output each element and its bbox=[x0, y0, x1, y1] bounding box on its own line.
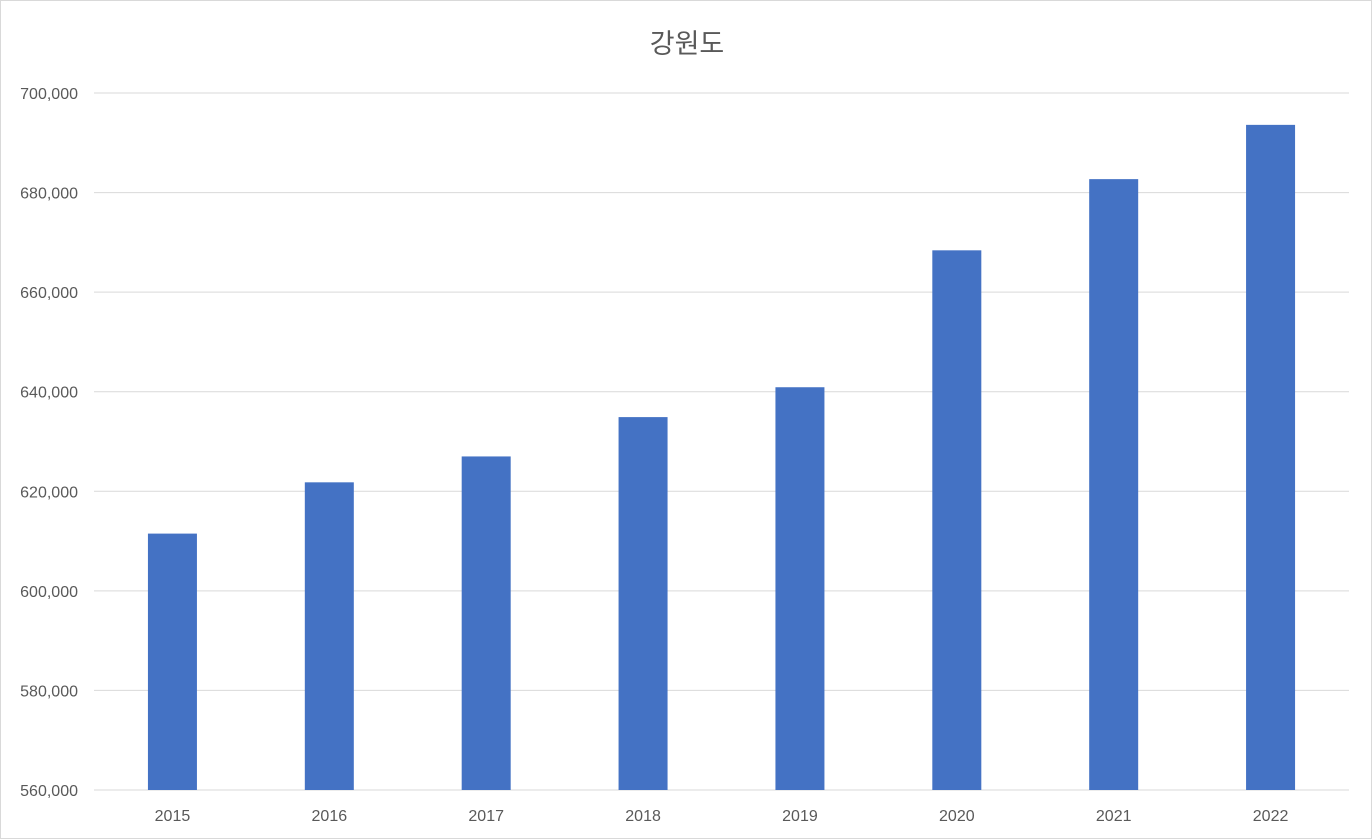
bar-2015 bbox=[147, 533, 197, 790]
bar-2019 bbox=[775, 387, 825, 790]
y-tick-label: 600,000 bbox=[20, 584, 78, 601]
x-tick-label: 2018 bbox=[625, 808, 661, 825]
y-tick-label: 560,000 bbox=[20, 783, 78, 800]
bar-2018 bbox=[618, 417, 668, 790]
x-tick-label: 2021 bbox=[1096, 808, 1132, 825]
gridlines bbox=[94, 92, 1349, 791]
x-tick-label: 2022 bbox=[1253, 808, 1289, 825]
chart-title: 강원도 bbox=[650, 29, 725, 60]
y-tick-label: 700,000 bbox=[20, 86, 78, 103]
bar-2022 bbox=[1246, 124, 1296, 790]
y-tick-label: 680,000 bbox=[20, 186, 78, 203]
y-tick-label: 640,000 bbox=[20, 385, 78, 402]
bar-2017 bbox=[461, 456, 511, 790]
x-tick-label: 2017 bbox=[468, 808, 504, 825]
y-tick-label: 620,000 bbox=[20, 484, 78, 501]
x-tick-label: 2015 bbox=[155, 808, 191, 825]
y-tick-label: 660,000 bbox=[20, 285, 78, 302]
bar-2020 bbox=[932, 250, 982, 790]
bar-2021 bbox=[1089, 179, 1139, 791]
x-tick-label: 2019 bbox=[782, 808, 818, 825]
bar-2016 bbox=[304, 482, 354, 790]
x-tick-label: 2016 bbox=[312, 808, 348, 825]
x-axis-ticks: 2015 2016 2017 2018 2019 2020 2021 2022 bbox=[155, 808, 1289, 825]
bars bbox=[147, 124, 1296, 791]
y-tick-label: 580,000 bbox=[20, 683, 78, 700]
x-tick-label: 2020 bbox=[939, 808, 975, 825]
y-axis-ticks: 560,000 580,000 600,000 620,000 640,000 660,0… bbox=[20, 86, 78, 800]
